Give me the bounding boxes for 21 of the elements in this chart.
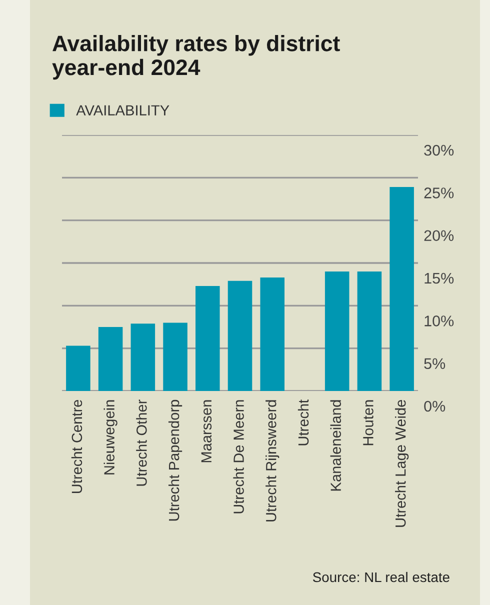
y-tick-label: 25% [424,188,454,198]
legend-label: AVAILABILITY [76,105,170,116]
y-tick-label: 10% [424,316,454,326]
y-tick-label: 20% [424,230,454,242]
x-tick-label: Utrecht Lage Weide [395,400,409,527]
y-tick-label: 30% [424,144,454,156]
x-tick-label: Utrecht De Meern [233,400,244,514]
x-tick-label: Utrecht [298,399,309,446]
x-tick-label: Utrecht Other [136,400,147,486]
x-tick-label: Houten [363,400,374,446]
x-tick-label: Kanaleneiland [330,400,342,491]
chart-title: Availability rates by district year-end 2024 [52,35,340,80]
source-note: Source: NL real estate [312,572,450,582]
x-tick-label: Utrecht Papendorp [168,400,182,521]
x-tick-label: Nieuwegein [104,400,118,474]
x-tick-label: Maarssen [201,400,212,462]
x-tick-label: Utrecht Rijnsweerd [266,400,280,522]
x-tick-label: Utrecht Centre [71,400,82,494]
y-tick-label: 5% [424,358,446,370]
y-tick-label: 0% [424,400,446,412]
y-tick-label: 15% [424,272,454,284]
